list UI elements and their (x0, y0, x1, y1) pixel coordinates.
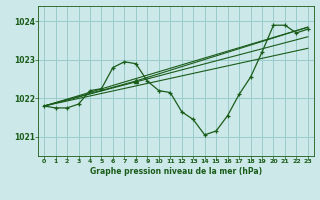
X-axis label: Graphe pression niveau de la mer (hPa): Graphe pression niveau de la mer (hPa) (90, 167, 262, 176)
